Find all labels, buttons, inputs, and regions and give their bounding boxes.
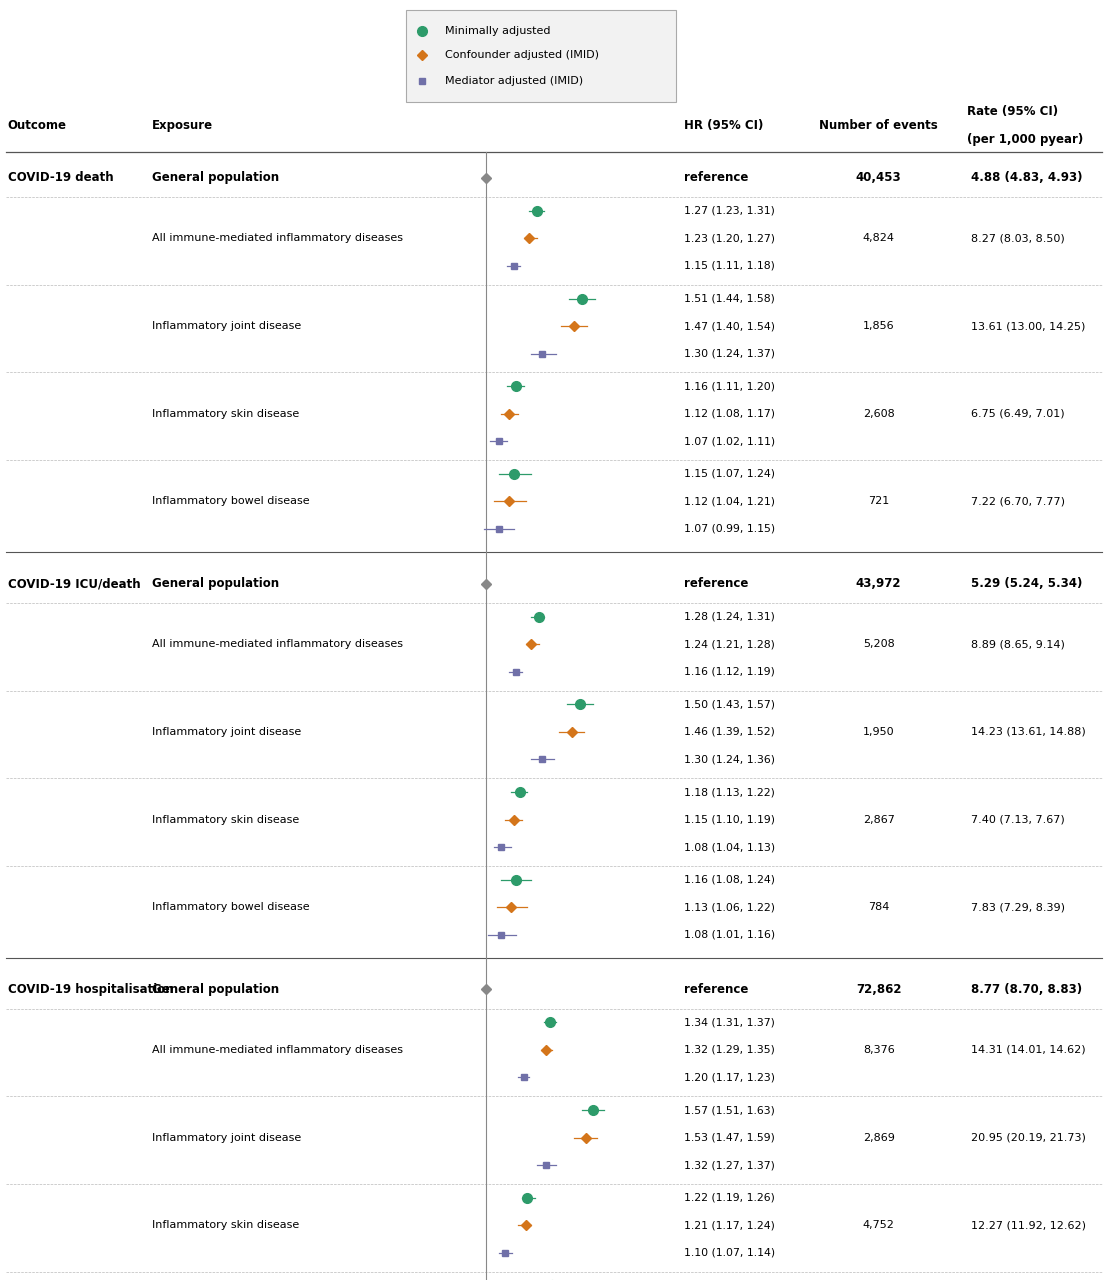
Text: 1.08 (1.04, 1.13): 1.08 (1.04, 1.13)	[684, 842, 774, 852]
Text: Inflammatory joint disease: Inflammatory joint disease	[152, 321, 301, 332]
Text: Inflammatory bowel disease: Inflammatory bowel disease	[152, 902, 309, 913]
Text: 1.34 (1.31, 1.37): 1.34 (1.31, 1.37)	[684, 1018, 774, 1028]
Text: Inflammatory skin disease: Inflammatory skin disease	[152, 408, 299, 419]
Text: 14.23 (13.61, 14.88): 14.23 (13.61, 14.88)	[971, 727, 1086, 737]
Text: 6.75 (6.49, 7.01): 6.75 (6.49, 7.01)	[971, 408, 1064, 419]
Text: 72,862: 72,862	[855, 983, 902, 996]
Text: 8.77 (8.70, 8.83): 8.77 (8.70, 8.83)	[971, 983, 1081, 996]
Text: 1.16 (1.12, 1.19): 1.16 (1.12, 1.19)	[684, 667, 774, 677]
Text: HR (95% CI): HR (95% CI)	[684, 119, 763, 132]
Text: 784: 784	[868, 902, 890, 913]
Text: reference: reference	[684, 983, 748, 996]
Text: Minimally adjusted: Minimally adjusted	[445, 26, 551, 36]
Text: 1.27 (1.23, 1.31): 1.27 (1.23, 1.31)	[684, 206, 774, 216]
Text: Rate (95% CI): Rate (95% CI)	[967, 105, 1058, 118]
Text: 1.13 (1.06, 1.22): 1.13 (1.06, 1.22)	[684, 902, 774, 913]
Text: reference: reference	[684, 172, 748, 184]
Text: 1.08 (1.01, 1.16): 1.08 (1.01, 1.16)	[684, 929, 774, 940]
Text: 1.32 (1.29, 1.35): 1.32 (1.29, 1.35)	[684, 1044, 774, 1055]
Text: 12.27 (11.92, 12.62): 12.27 (11.92, 12.62)	[971, 1220, 1086, 1230]
Text: 1.32 (1.27, 1.37): 1.32 (1.27, 1.37)	[684, 1160, 774, 1170]
Text: 2,869: 2,869	[863, 1133, 894, 1143]
Text: General population: General population	[152, 172, 279, 184]
Text: 1.15 (1.10, 1.19): 1.15 (1.10, 1.19)	[684, 814, 774, 824]
Text: 1.53 (1.47, 1.59): 1.53 (1.47, 1.59)	[684, 1133, 774, 1143]
Text: All immune-mediated inflammatory diseases: All immune-mediated inflammatory disease…	[152, 639, 403, 649]
Text: Inflammatory joint disease: Inflammatory joint disease	[152, 727, 301, 737]
Text: 1.30 (1.24, 1.37): 1.30 (1.24, 1.37)	[684, 348, 774, 358]
Text: 7.40 (7.13, 7.67): 7.40 (7.13, 7.67)	[971, 814, 1065, 824]
Text: 8.89 (8.65, 9.14): 8.89 (8.65, 9.14)	[971, 639, 1065, 649]
Text: 4,752: 4,752	[863, 1220, 894, 1230]
Text: 4,824: 4,824	[863, 233, 894, 243]
Text: 1.12 (1.08, 1.17): 1.12 (1.08, 1.17)	[684, 408, 774, 419]
FancyBboxPatch shape	[406, 10, 676, 102]
Text: All immune-mediated inflammatory diseases: All immune-mediated inflammatory disease…	[152, 233, 403, 243]
Text: 1.18 (1.13, 1.22): 1.18 (1.13, 1.22)	[684, 787, 774, 797]
Text: 1.22 (1.19, 1.26): 1.22 (1.19, 1.26)	[684, 1193, 774, 1203]
Text: 721: 721	[868, 497, 890, 507]
Text: 1.57 (1.51, 1.63): 1.57 (1.51, 1.63)	[684, 1105, 774, 1115]
Text: 5,208: 5,208	[863, 639, 894, 649]
Text: 1,856: 1,856	[863, 321, 894, 332]
Text: 4.88 (4.83, 4.93): 4.88 (4.83, 4.93)	[971, 172, 1083, 184]
Text: COVID-19 ICU/death: COVID-19 ICU/death	[8, 577, 141, 590]
Text: COVID-19 hospitalisation: COVID-19 hospitalisation	[8, 983, 173, 996]
Text: 1,950: 1,950	[863, 727, 894, 737]
Text: Number of events: Number of events	[819, 119, 938, 132]
Text: 13.61 (13.00, 14.25): 13.61 (13.00, 14.25)	[971, 321, 1085, 332]
Text: General population: General population	[152, 577, 279, 590]
Text: (per 1,000 pyear): (per 1,000 pyear)	[967, 133, 1084, 146]
Text: Inflammatory bowel disease: Inflammatory bowel disease	[152, 497, 309, 507]
Text: 40,453: 40,453	[855, 172, 902, 184]
Text: 1.30 (1.24, 1.36): 1.30 (1.24, 1.36)	[684, 754, 774, 764]
Text: 1.21 (1.17, 1.24): 1.21 (1.17, 1.24)	[684, 1220, 774, 1230]
Text: All immune-mediated inflammatory diseases: All immune-mediated inflammatory disease…	[152, 1044, 403, 1055]
Text: 1.12 (1.04, 1.21): 1.12 (1.04, 1.21)	[684, 497, 774, 507]
Text: 1.20 (1.17, 1.23): 1.20 (1.17, 1.23)	[684, 1073, 774, 1083]
Text: 1.15 (1.11, 1.18): 1.15 (1.11, 1.18)	[684, 261, 774, 271]
Text: General population: General population	[152, 983, 279, 996]
Text: 20.95 (20.19, 21.73): 20.95 (20.19, 21.73)	[971, 1133, 1086, 1143]
Text: 7.22 (6.70, 7.77): 7.22 (6.70, 7.77)	[971, 497, 1065, 507]
Text: 1.46 (1.39, 1.52): 1.46 (1.39, 1.52)	[684, 727, 774, 737]
Text: 1.10 (1.07, 1.14): 1.10 (1.07, 1.14)	[684, 1248, 774, 1258]
Text: 14.31 (14.01, 14.62): 14.31 (14.01, 14.62)	[971, 1044, 1085, 1055]
Text: Inflammatory skin disease: Inflammatory skin disease	[152, 814, 299, 824]
Text: 1.23 (1.20, 1.27): 1.23 (1.20, 1.27)	[684, 233, 774, 243]
Text: 1.24 (1.21, 1.28): 1.24 (1.21, 1.28)	[684, 639, 774, 649]
Text: 1.07 (1.02, 1.11): 1.07 (1.02, 1.11)	[684, 436, 774, 447]
Text: 8.27 (8.03, 8.50): 8.27 (8.03, 8.50)	[971, 233, 1065, 243]
Text: reference: reference	[684, 577, 748, 590]
Text: Inflammatory joint disease: Inflammatory joint disease	[152, 1133, 301, 1143]
Text: 5.29 (5.24, 5.34): 5.29 (5.24, 5.34)	[971, 577, 1083, 590]
Text: 1.47 (1.40, 1.54): 1.47 (1.40, 1.54)	[684, 321, 774, 332]
Text: Confounder adjusted (IMID): Confounder adjusted (IMID)	[445, 50, 599, 60]
Text: 2,867: 2,867	[863, 814, 894, 824]
Text: 7.83 (7.29, 8.39): 7.83 (7.29, 8.39)	[971, 902, 1065, 913]
Text: Inflammatory skin disease: Inflammatory skin disease	[152, 1220, 299, 1230]
Text: 1.28 (1.24, 1.31): 1.28 (1.24, 1.31)	[684, 612, 774, 622]
Text: COVID-19 death: COVID-19 death	[8, 172, 113, 184]
Text: 1.16 (1.11, 1.20): 1.16 (1.11, 1.20)	[684, 381, 774, 392]
Text: 1.50 (1.43, 1.57): 1.50 (1.43, 1.57)	[684, 699, 774, 709]
Text: 43,972: 43,972	[855, 577, 902, 590]
Text: 2,608: 2,608	[863, 408, 894, 419]
Text: 1.15 (1.07, 1.24): 1.15 (1.07, 1.24)	[684, 468, 774, 479]
Text: Exposure: Exposure	[152, 119, 213, 132]
Text: 1.51 (1.44, 1.58): 1.51 (1.44, 1.58)	[684, 293, 774, 303]
Text: Outcome: Outcome	[8, 119, 66, 132]
Text: 1.07 (0.99, 1.15): 1.07 (0.99, 1.15)	[684, 524, 774, 534]
Text: 1.16 (1.08, 1.24): 1.16 (1.08, 1.24)	[684, 874, 774, 884]
Text: 8,376: 8,376	[863, 1044, 894, 1055]
Text: Mediator adjusted (IMID): Mediator adjusted (IMID)	[445, 76, 584, 86]
